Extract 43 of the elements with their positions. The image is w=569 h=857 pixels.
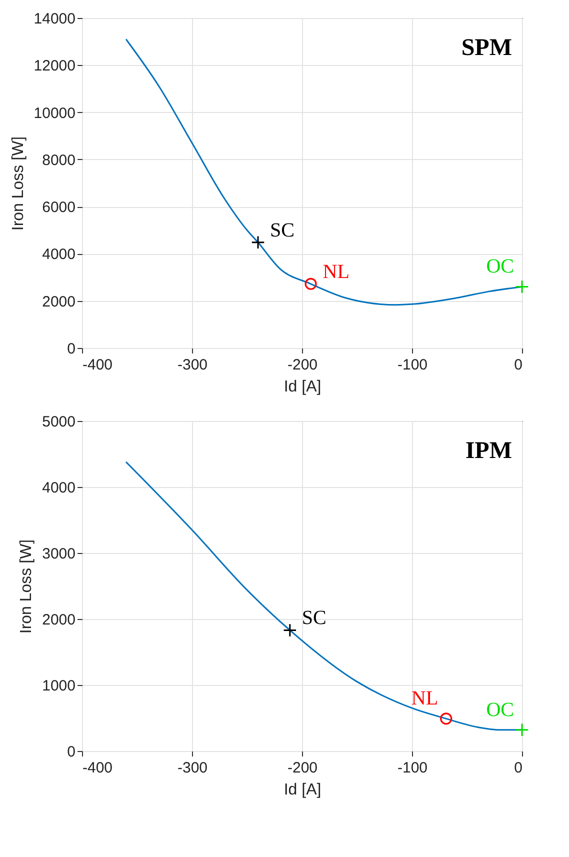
x-axis-title: Id [A] [284,782,322,798]
text: SPM [461,35,512,61]
y-tick-label: 5000 [42,414,76,430]
x-tick-label: 0 [514,356,522,374]
x-tick-label: -200 [287,356,318,374]
series-label: NL [411,688,438,710]
y-tick-label: 14000 [34,10,76,28]
y-tick-label: 8000 [42,152,76,169]
point [515,280,529,294]
y-tick-label: 0 [67,744,76,760]
y-tick-label: 2000 [42,293,76,310]
x-tick-label: -300 [177,356,208,374]
series-label: OC [486,256,514,278]
series-label: SC [270,219,294,242]
y-tick-label: 0 [67,340,76,358]
y-tick-label: 2000 [42,612,76,628]
series-label: OC [486,698,514,721]
x-tick-label: -200 [287,760,318,776]
x-tick-label: -400 [82,356,113,374]
point [283,623,297,638]
line-series [125,38,523,306]
y-tick-label: 10000 [34,104,76,122]
series-label: NL [322,260,350,283]
y-tick-label: 4000 [42,480,76,496]
y-tick-label: 4000 [42,246,76,264]
x-tick-label: -400 [82,760,113,776]
y-axis-title: Iron Loss [W] [18,539,36,634]
point [515,723,529,737]
y-tick-label: 12000 [34,58,76,75]
y-tick-label: 6000 [42,199,76,216]
y-axis-title: Iron Loss [W] [10,136,27,231]
text: IPM [465,438,512,464]
series-label: SC [302,607,326,630]
point [440,712,452,725]
point [251,236,265,250]
y-tick-label: 3000 [42,546,76,562]
point [304,278,317,290]
x-tick-label: 0 [514,760,522,776]
x-tick-label: -100 [397,356,428,374]
y-tick-label: 1000 [42,678,76,694]
x-tick-label: -300 [177,760,208,776]
x-axis-title: Id [A] [284,378,322,396]
x-tick-label: -100 [397,760,428,776]
